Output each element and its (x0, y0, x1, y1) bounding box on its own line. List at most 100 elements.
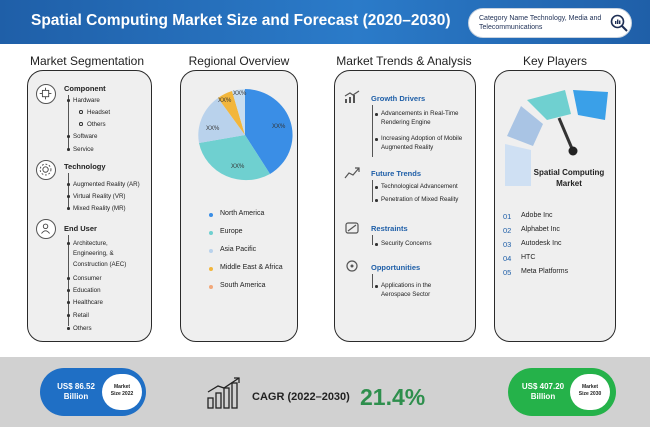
pie-slice-north-america (245, 89, 293, 174)
market-size-2022-amount: US$ 86.52 (57, 382, 95, 391)
bullet (67, 327, 70, 330)
opportunity-icon (346, 260, 358, 272)
opportunity-1: Applications in the Aerospace Sector (381, 282, 432, 298)
segment-education: Education (73, 287, 101, 294)
legend-dot-north-america (209, 213, 213, 217)
regional-title: Regional Overview (188, 54, 290, 68)
pie-slice-europe (199, 135, 270, 181)
legend-middle-east-africa: Middle East & Africa (220, 264, 283, 271)
bullet (67, 99, 70, 102)
bullet (375, 199, 378, 202)
segment-healthcare: Healthcare (73, 299, 103, 306)
future-connector (372, 180, 373, 202)
opportunities-connector (372, 274, 373, 288)
bullet (67, 242, 70, 245)
pie-label: XX% (231, 164, 245, 170)
component-connector (68, 95, 69, 149)
bullet (67, 195, 70, 198)
growth-chart-icon (344, 90, 360, 103)
player-meta: Meta Platforms (521, 268, 569, 275)
page-title: Spatial Computing Market Size and Foreca… (31, 12, 451, 29)
bullet (67, 207, 70, 210)
market-gauge (505, 90, 608, 186)
gauge-segment (527, 90, 571, 120)
end-user-heading: End User (64, 224, 97, 233)
category-text: Category Name Technology, Media and Tele… (479, 15, 602, 31)
pie-label: XX% (233, 91, 247, 97)
component-heading: Component (64, 84, 106, 93)
bullet (67, 148, 70, 151)
legend-asia-pacific: Asia Pacific (220, 246, 257, 253)
bullet (67, 277, 70, 280)
bullet (67, 314, 70, 317)
segment-retail: Retail (73, 312, 89, 319)
gauge-label-line1: Spatial Computing (533, 168, 605, 177)
gauge-segment (507, 106, 543, 146)
technology-connector (68, 173, 69, 207)
growth-driver-2: Increasing Adoption of Mobile Augmented … (381, 135, 463, 151)
player-number: 04 (503, 254, 512, 263)
legend-dot-asia-pacific (209, 249, 213, 253)
sub-bullet (79, 110, 83, 114)
market-size-2022-badge: Market Size 2022 (102, 374, 142, 410)
pie-slice-south-america (232, 89, 245, 135)
pie-label: XX% (206, 126, 220, 132)
segment-aec-line1: Architecture, (73, 240, 108, 247)
growth-connector (372, 105, 373, 157)
technology-heading: Technology (64, 162, 106, 171)
sub-bullet (79, 122, 83, 126)
market-size-2030-amount: US$ 407.20 (521, 382, 565, 391)
player-alphabet: Alphabet Inc (521, 226, 560, 233)
badge-line2: Size 2022 (110, 391, 134, 397)
badge-line1: Market (113, 384, 131, 390)
growth-bars-icon (207, 377, 240, 409)
future-trends-heading: Future Trends (371, 169, 422, 178)
bullet (375, 243, 378, 246)
bullet (67, 301, 70, 304)
pie-slice-asia-pacific (198, 98, 245, 143)
gauge-pivot (568, 146, 578, 156)
market-size-2022-value: US$ 86.52 Billion (50, 382, 102, 402)
player-htc: HTC (521, 254, 536, 261)
badge-line2: Size 2030 (578, 391, 602, 397)
trend-icon (344, 167, 360, 179)
segment-vr: Virtual Reality (VR) (73, 193, 126, 200)
player-number: 03 (503, 240, 512, 249)
segment-aec-line2: Engineering, & (73, 250, 114, 257)
market-size-2030-value: US$ 407.20 Billion (514, 382, 572, 402)
restraints-heading: Restraints (371, 224, 408, 233)
cagr-label: CAGR (2022–2030) (252, 391, 350, 403)
segment-service: Service (73, 146, 94, 153)
future-trend-1: Technological Advancement (381, 183, 458, 190)
trends-panel (334, 70, 476, 342)
badge-line1: Market (581, 384, 599, 390)
gauge-label: Spatial Computing Market (520, 167, 618, 189)
segmentation-title: Market Segmentation (29, 54, 145, 68)
pie-slice-middle-east-africa (218, 91, 245, 135)
end-user-connector (68, 235, 69, 326)
restraint-1: Security Concerns (381, 240, 432, 247)
pie-label: XX% (272, 124, 286, 130)
restraints-connector (372, 235, 373, 245)
legend-north-america: North America (220, 210, 265, 217)
segment-aec-line3: Construction (AEC) (73, 261, 127, 268)
future-trend-2: Penetration of Mixed Reality (381, 196, 459, 203)
segment-mr: Mixed Reality (MR) (73, 205, 126, 212)
restraint-icon (345, 222, 359, 234)
segment-hardware: Hardware (73, 97, 100, 104)
cagr-value: 21.4% (360, 384, 426, 410)
segment-headset: Headset (87, 109, 111, 116)
legend-dot-middle-east-africa (209, 267, 213, 271)
bullet (67, 289, 70, 292)
technology-icon (36, 160, 56, 180)
pie-label: XX% (218, 98, 232, 104)
component-icon (36, 84, 56, 104)
opportunities-heading: Opportunities (371, 263, 421, 272)
growth-driver-1: Advancements in Real-Time Rendering Engi… (381, 110, 459, 126)
bullet (375, 138, 378, 141)
segment-ar: Augmented Reality (AR) (73, 181, 140, 188)
player-number: 02 (503, 226, 512, 235)
segment-hardware-others: Others (87, 121, 106, 128)
legend-dot-europe (209, 231, 213, 235)
bullet (375, 186, 378, 189)
